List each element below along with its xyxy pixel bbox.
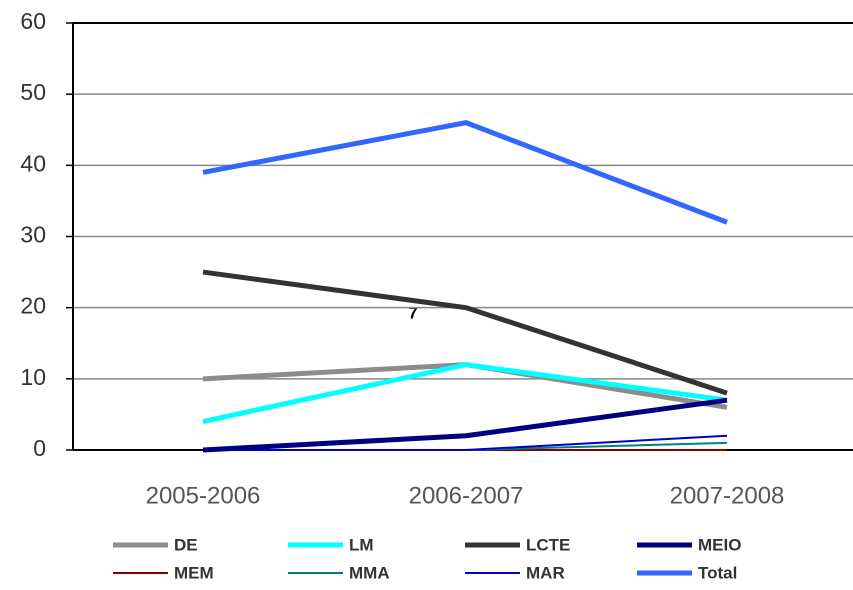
legend-label: MEM: [174, 563, 214, 582]
series-line: [203, 434, 728, 451]
legend-label: LCTE: [526, 535, 570, 554]
y-tick-label: 60: [20, 8, 46, 34]
series-line: [202, 362, 728, 410]
series-line: [202, 397, 728, 453]
y-tick-label: 10: [20, 364, 46, 390]
y-tick-label: 30: [20, 222, 46, 248]
legend-label: MEIO: [698, 535, 741, 554]
legend-label: MAR: [526, 563, 565, 582]
y-tick-label: 40: [20, 150, 46, 176]
series-line: [202, 269, 728, 396]
x-tick-label: 2006-2007: [409, 482, 524, 509]
legend-label: Total: [698, 563, 737, 582]
series-line: [202, 362, 728, 424]
x-tick-label: 2007-2008: [670, 482, 785, 509]
legend-label: MMA: [349, 563, 390, 582]
legend-label: LM: [349, 535, 374, 554]
y-tick-label: 20: [20, 293, 46, 319]
y-tick-label: 0: [33, 435, 46, 461]
annotation: 7: [408, 303, 417, 322]
y-tick-label: 50: [20, 79, 46, 105]
legend-label: DE: [174, 535, 198, 554]
series-line: [202, 120, 728, 225]
x-tick-label: 2005-2006: [146, 482, 261, 509]
